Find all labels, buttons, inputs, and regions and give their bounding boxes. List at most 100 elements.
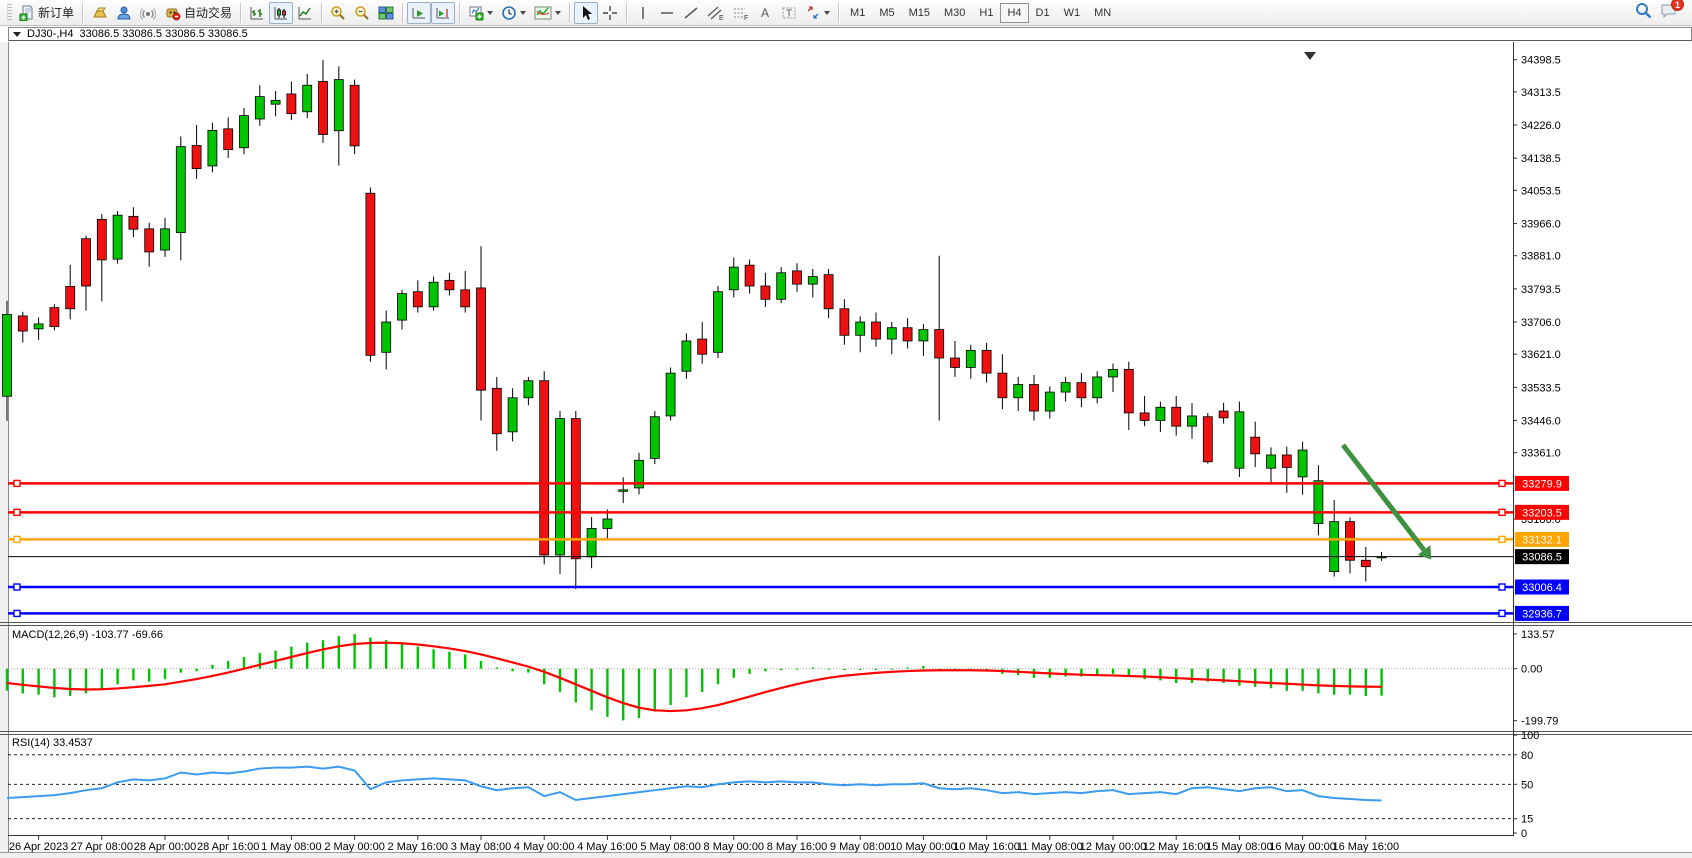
- line-handle[interactable]: [1498, 535, 1506, 544]
- candle[interactable]: [191, 145, 202, 170]
- candle[interactable]: [760, 285, 771, 300]
- line-handle[interactable]: [13, 535, 21, 544]
- fibonacci-button[interactable]: F: [728, 2, 753, 24]
- candle[interactable]: [333, 79, 344, 132]
- candle[interactable]: [744, 264, 755, 287]
- candle[interactable]: [1044, 391, 1055, 412]
- candle[interactable]: [618, 489, 629, 492]
- candle[interactable]: [476, 287, 486, 391]
- candle[interactable]: [681, 340, 692, 372]
- timeframe-m1[interactable]: M1: [850, 6, 866, 19]
- candle[interactable]: [207, 129, 218, 167]
- candle[interactable]: [918, 329, 929, 342]
- candle[interactable]: [239, 115, 249, 149]
- candle[interactable]: [49, 307, 60, 327]
- candle[interactable]: [286, 93, 297, 115]
- one-click-trading-arrow[interactable]: [13, 31, 21, 41]
- candle[interactable]: [555, 418, 565, 556]
- candle[interactable]: [855, 321, 866, 336]
- candle[interactable]: [1250, 436, 1261, 455]
- candle[interactable]: [1029, 384, 1039, 412]
- candle[interactable]: [1345, 521, 1355, 561]
- horizontal-line-button[interactable]: [655, 2, 679, 24]
- candle[interactable]: [223, 128, 234, 151]
- vertical-line-button[interactable]: [631, 2, 655, 24]
- candle[interactable]: [697, 338, 708, 355]
- candle[interactable]: [381, 321, 392, 353]
- zoom-out-button[interactable]: [350, 2, 374, 24]
- candle[interactable]: [1202, 416, 1213, 463]
- new-chart-button[interactable]: [464, 2, 497, 24]
- candle[interactable]: [302, 84, 313, 113]
- candle[interactable]: [128, 215, 139, 230]
- candle[interactable]: [17, 315, 28, 332]
- price-axis[interactable]: 34398.5 34313.5 34226.0 34138.5 34053.5 33966…: [1513, 55, 1561, 840]
- cursor-button[interactable]: [574, 1, 599, 24]
- candle[interactable]: [1297, 449, 1308, 478]
- timeframe-m5[interactable]: M5: [879, 6, 895, 19]
- timeframe-h1[interactable]: H1: [979, 6, 994, 19]
- candle[interactable]: [65, 286, 76, 310]
- candle[interactable]: [112, 214, 123, 260]
- bar-chart-button[interactable]: [245, 2, 269, 24]
- candle[interactable]: [1092, 376, 1103, 399]
- candle[interactable]: [649, 416, 660, 459]
- candle[interactable]: [713, 291, 723, 353]
- line-handle[interactable]: [1498, 508, 1506, 517]
- candle[interactable]: [839, 308, 850, 336]
- candle[interactable]: [254, 96, 265, 120]
- candlestick-button[interactable]: [269, 1, 294, 24]
- candle[interactable]: [444, 279, 455, 291]
- candle[interactable]: [1266, 454, 1276, 469]
- candle[interactable]: [270, 100, 281, 105]
- candle[interactable]: [144, 228, 155, 253]
- candle[interactable]: [1313, 480, 1324, 524]
- candle[interactable]: [1329, 521, 1340, 573]
- timeframe-w1[interactable]: W1: [1063, 6, 1081, 19]
- candle[interactable]: [728, 266, 739, 291]
- candle[interactable]: [1281, 454, 1292, 468]
- candle[interactable]: [807, 276, 818, 285]
- timeframe-m30[interactable]: M30: [944, 6, 966, 19]
- scroll-marker-icon[interactable]: [1304, 52, 1316, 60]
- candle[interactable]: [491, 387, 502, 435]
- candle[interactable]: [634, 459, 644, 489]
- gold-button[interactable]: [87, 2, 112, 24]
- trendline-button[interactable]: [679, 2, 703, 24]
- candle[interactable]: [412, 291, 423, 308]
- new-order-button[interactable]: 新订单: [15, 2, 78, 24]
- indicators-button[interactable]: [530, 2, 565, 24]
- candle[interactable]: [1013, 384, 1024, 399]
- candle[interactable]: [1218, 410, 1229, 419]
- chart-shift-button[interactable]: [431, 1, 456, 24]
- candle[interactable]: [997, 372, 1008, 399]
- candle[interactable]: [318, 81, 328, 135]
- candle[interactable]: [365, 192, 376, 356]
- time-axis[interactable]: 26 Apr 2023 27 Apr 08:00 28 Apr 00:00 28 Ap…: [9, 836, 1399, 853]
- zoom-in-button[interactable]: [326, 2, 350, 24]
- text-button[interactable]: A: [753, 2, 777, 24]
- timeframe-m15[interactable]: M15: [908, 6, 930, 19]
- candle[interactable]: [965, 350, 976, 368]
- candle[interactable]: [1060, 382, 1071, 393]
- candle[interactable]: [523, 380, 534, 399]
- text-label-button[interactable]: T: [777, 2, 801, 24]
- candle[interactable]: [81, 238, 91, 287]
- tile-windows-button[interactable]: [374, 2, 398, 24]
- candle[interactable]: [950, 357, 960, 368]
- candle[interactable]: [428, 281, 439, 308]
- candle[interactable]: [1076, 382, 1087, 399]
- auto-scroll-button[interactable]: [407, 1, 432, 24]
- candle[interactable]: [792, 270, 802, 285]
- chart-canvas[interactable]: MACD(12,26,9) -103.77 -69.66 RSI(14) 33.4…: [0, 42, 1692, 858]
- candle[interactable]: [175, 146, 186, 234]
- timeframe-h4[interactable]: H4: [1000, 2, 1029, 23]
- candle[interactable]: [776, 272, 787, 300]
- candle[interactable]: [1123, 368, 1134, 414]
- line-handle[interactable]: [13, 479, 21, 488]
- line-handle[interactable]: [13, 508, 21, 517]
- signals-button[interactable]: [136, 2, 160, 24]
- periods-button[interactable]: [497, 2, 530, 24]
- candle[interactable]: [570, 418, 581, 560]
- notifications-icon[interactable]: 1: [1660, 0, 1684, 23]
